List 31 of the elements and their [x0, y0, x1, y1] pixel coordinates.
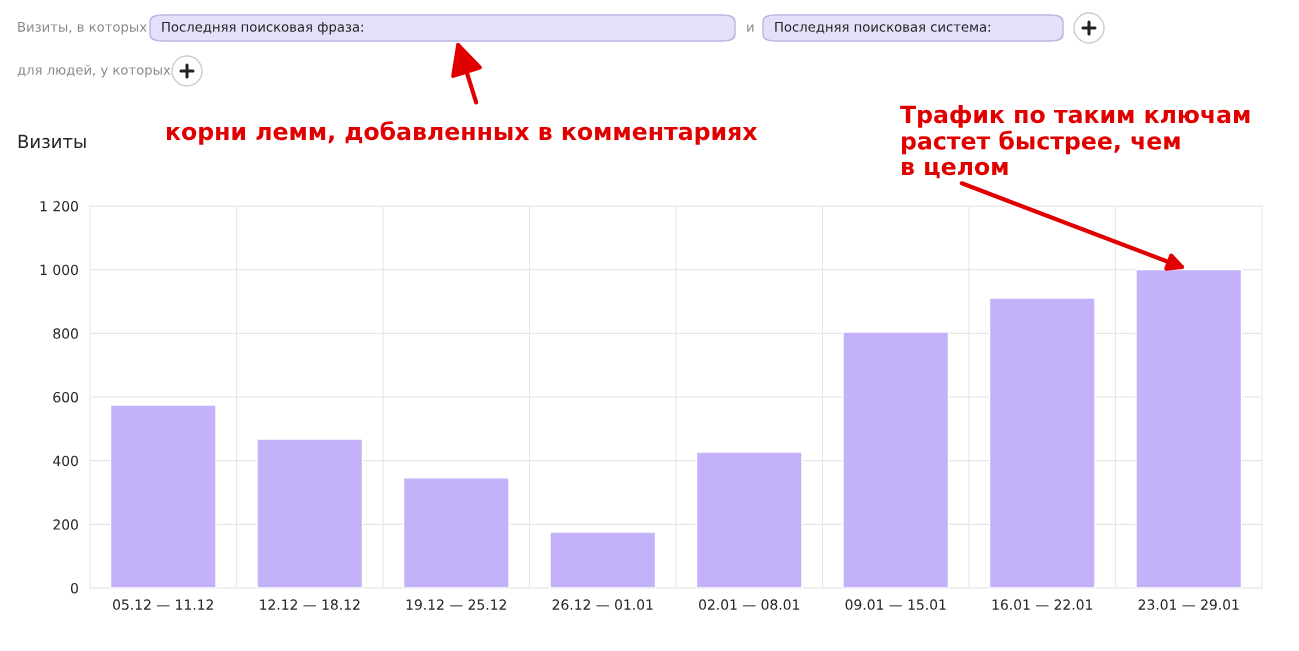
text: и — [747, 24, 754, 32]
text: Последняя поисковая система: — [775, 22, 991, 34]
bar — [988, 297, 1096, 588]
bar — [256, 438, 364, 588]
x-tick-label: 09.01 — 15.01 — [845, 599, 946, 610]
y-tick-label: 400 — [53, 455, 78, 467]
x-tick-label: 05.12 — 11.12 — [113, 599, 213, 610]
x-tick-label: 12.12 — 18.12 — [260, 599, 360, 610]
text: для людей, у которых — [17, 64, 171, 78]
y-tick-label: 1 200 — [40, 200, 78, 212]
x-tick-label: 02.01 — 08.01 — [699, 599, 800, 610]
text: корни лемм, добавленных в комментариях — [166, 121, 758, 145]
y-tick-label: 200 — [53, 519, 78, 530]
y-tick-label: 800 — [53, 328, 78, 339]
y-tick-label: 1 000 — [40, 264, 78, 276]
x-tick-label: 26.12 — 01.01 — [552, 599, 653, 610]
bar — [695, 451, 803, 588]
x-tick-label: 16.01 — 22.01 — [992, 599, 1093, 610]
bar — [842, 331, 950, 588]
y-tick-label: 600 — [53, 391, 78, 403]
x-tick-label: 23.01 — 29.01 — [1138, 599, 1239, 610]
bar — [1135, 268, 1243, 588]
chart-title: Визиты — [18, 134, 86, 149]
y-tick-label: 0 — [70, 582, 78, 594]
x-tick-label: 19.12 — 25.12 — [406, 599, 506, 610]
bar — [402, 477, 510, 588]
bar — [109, 404, 217, 588]
text: Визиты, в которых — [18, 22, 147, 35]
text: Последняя поисковая фраза: — [162, 22, 363, 35]
annotation: Трафик по таким ключам растет быстрее, чем в целом — [900, 105, 1250, 179]
bar — [549, 531, 657, 588]
